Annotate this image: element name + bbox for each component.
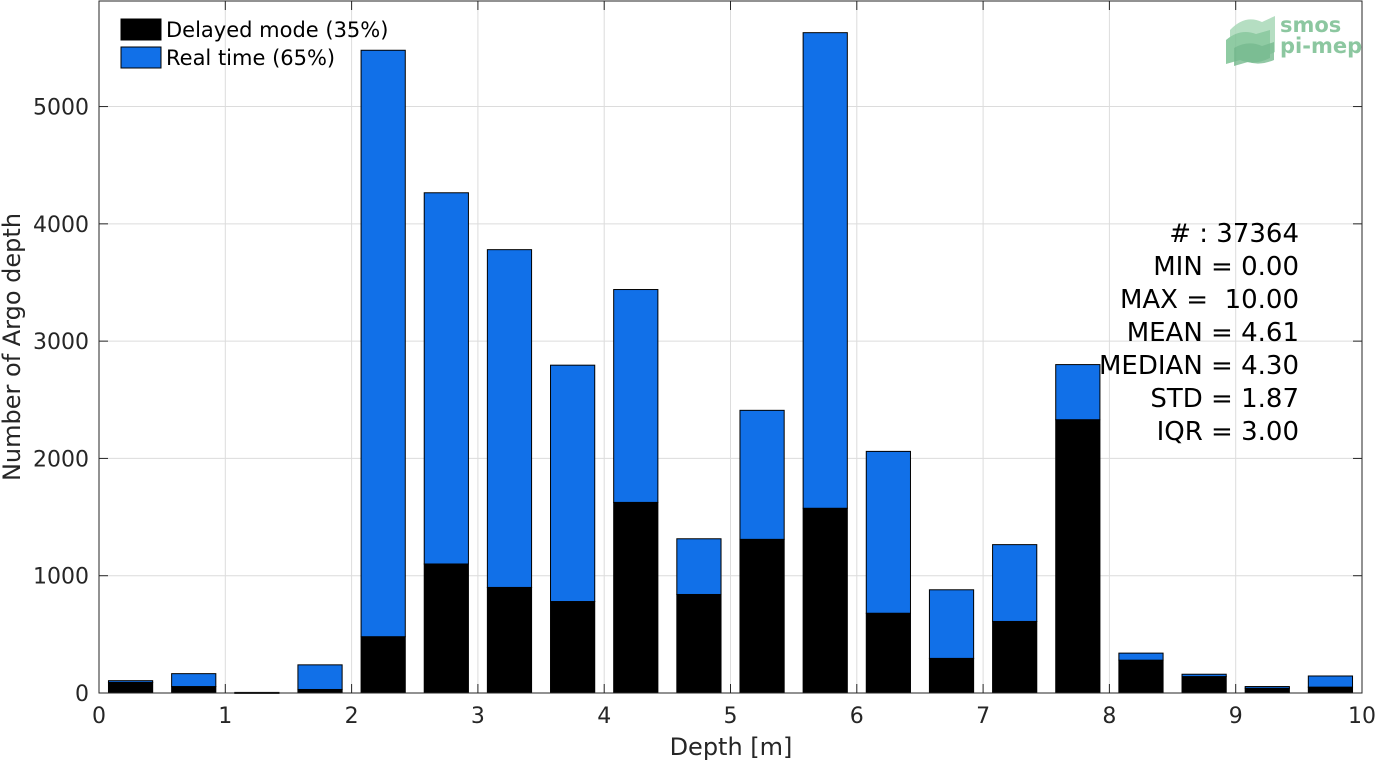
- x-tick-label: 8: [1102, 704, 1116, 729]
- y-tick-label: 0: [75, 682, 89, 707]
- logo-wave-icon: [1226, 16, 1275, 66]
- bar-realtime: [739, 409, 785, 540]
- bar-delayed: [1307, 686, 1354, 694]
- bar-realtime: [865, 450, 911, 614]
- bar-delayed: [486, 586, 533, 694]
- bar-realtime: [550, 364, 596, 603]
- bars-group: [107, 32, 1354, 694]
- bar-realtime: [107, 680, 154, 683]
- y-tick-label: 1000: [33, 565, 89, 590]
- bar-realtime: [802, 32, 848, 509]
- bar-delayed: [171, 686, 217, 694]
- bar-delayed: [676, 593, 722, 694]
- legend-swatch-delayed: [120, 18, 162, 41]
- tick-labels: 0 1 2 3 4 5 6 7 8 9 10 0 1000 2000 3000 4000 5000: [33, 96, 1376, 729]
- bar-delayed: [107, 681, 154, 694]
- bar-delayed: [297, 688, 343, 694]
- bar-delayed: [865, 612, 911, 694]
- bar-realtime: [297, 664, 343, 690]
- legend-label-delayed: Delayed mode (35%): [166, 18, 388, 42]
- stat-count: # : 37364: [1169, 219, 1299, 249]
- bar-realtime: [171, 673, 217, 688]
- x-tick-label: 1: [218, 704, 232, 729]
- bar-delayed: [1055, 419, 1101, 694]
- y-tick-label: 5000: [33, 96, 89, 121]
- x-axis-label: Depth [m]: [670, 733, 793, 761]
- stat-std: STD = 1.87: [1150, 384, 1299, 414]
- x-tick-label: 6: [850, 704, 864, 729]
- bar-delayed: [360, 636, 406, 694]
- x-tick-label: 3: [471, 704, 485, 729]
- bar-delayed: [423, 563, 469, 694]
- stat-median: MEDIAN = 4.30: [1099, 351, 1299, 381]
- y-tick-label: 3000: [33, 330, 89, 355]
- bar-delayed: [928, 657, 975, 694]
- bar-delayed: [1244, 687, 1290, 694]
- bar-delayed: [1181, 676, 1227, 694]
- logo-line2: pi-mep: [1280, 34, 1362, 58]
- legend-swatch-realtime: [120, 46, 162, 69]
- smos-pi-mep-logo: smos pi-mep: [1226, 13, 1362, 66]
- x-tick-label: 2: [345, 704, 359, 729]
- logo-line1: smos: [1280, 13, 1341, 37]
- bar-realtime: [423, 192, 469, 565]
- bar-delayed: [992, 620, 1038, 694]
- stat-mean: MEAN = 4.61: [1127, 318, 1299, 348]
- axis-ticks: [98, 1, 1363, 694]
- bar-realtime: [1118, 652, 1164, 661]
- y-tick-label: 2000: [33, 447, 89, 472]
- x-tick-label: 9: [1229, 704, 1243, 729]
- legend: Delayed mode (35%) Real time (65%): [120, 18, 388, 70]
- bar-delayed: [739, 538, 785, 694]
- statistics-box: # : 37364 MIN = 0.00 MAX = 10.00 MEAN = …: [1099, 219, 1299, 447]
- x-tick-label: 10: [1348, 704, 1376, 729]
- stat-max: MAX = 10.00: [1120, 285, 1299, 315]
- bar-realtime: [1244, 686, 1290, 689]
- y-tick-label: 4000: [33, 213, 89, 238]
- x-tick-label: 0: [92, 704, 106, 729]
- x-tick-label: 5: [724, 704, 738, 729]
- bar-realtime: [1181, 673, 1227, 678]
- stat-min: MIN = 0.00: [1153, 252, 1299, 282]
- bar-realtime: [1307, 675, 1354, 688]
- bar-realtime: [360, 49, 406, 638]
- bar-delayed: [802, 507, 848, 694]
- bar-realtime: [676, 538, 722, 595]
- stat-iqr: IQR = 3.00: [1157, 417, 1299, 447]
- bar-delayed: [1118, 659, 1164, 694]
- x-tick-label: 4: [597, 704, 611, 729]
- bar-realtime: [1055, 364, 1101, 421]
- bar-realtime: [486, 249, 533, 588]
- bar-delayed: [550, 601, 596, 694]
- x-tick-label: 7: [976, 704, 990, 729]
- legend-label-realtime: Real time (65%): [166, 46, 335, 70]
- bar-realtime: [928, 589, 975, 659]
- bar-realtime: [992, 544, 1038, 622]
- bar-realtime: [613, 289, 659, 503]
- y-axis-label: Number of Argo depth: [0, 213, 26, 481]
- bar-delayed: [613, 501, 659, 694]
